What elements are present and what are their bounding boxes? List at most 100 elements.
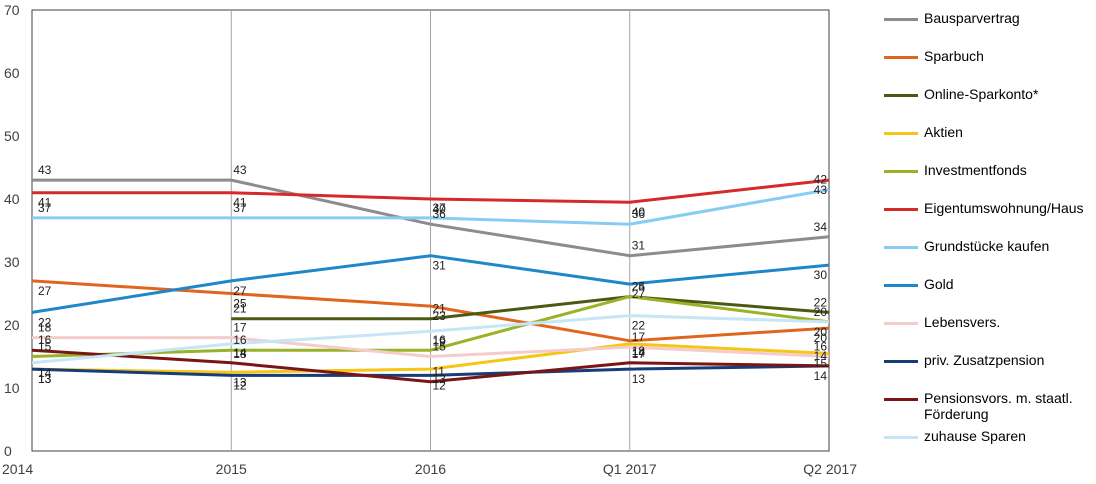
legend-label: Gold [924, 276, 954, 292]
data-label: 43 [233, 163, 247, 177]
legend-swatch [884, 56, 918, 59]
data-label: 24 [632, 280, 646, 294]
data-label: 37 [38, 201, 52, 215]
data-label: 13 [433, 372, 447, 386]
data-label: 17 [632, 347, 646, 361]
legend-label: Eigentumswohnung/Haus [924, 200, 1084, 216]
data-label: 41 [38, 196, 52, 210]
data-label: 40 [433, 202, 447, 216]
data-label: 42 [814, 173, 828, 187]
legend-swatch [884, 398, 918, 401]
x-tick-label: 2015 [216, 461, 247, 477]
legend-label: zuhause Sparen [924, 428, 1026, 444]
data-label: 22 [814, 295, 828, 309]
y-tick-label: 10 [4, 380, 20, 396]
legend-swatch [884, 436, 918, 439]
legend-item: Pensionsvors. m. staatl. Förderung [884, 384, 1096, 422]
y-tick-label: 70 [4, 2, 20, 18]
legend-item: Eigentumswohnung/Haus [884, 194, 1096, 232]
data-label: 17 [632, 330, 646, 344]
y-tick-label: 40 [4, 191, 20, 207]
y-tick-label: 0 [4, 443, 12, 459]
data-label: 43 [38, 163, 52, 177]
data-label: 14 [632, 346, 646, 360]
legend-swatch [884, 94, 918, 97]
data-label: 13 [632, 372, 646, 386]
data-label: 19 [433, 334, 447, 348]
series-line [31, 348, 830, 384]
legend-label: Lebensvers. [924, 314, 1001, 330]
data-label: 20 [814, 325, 828, 339]
data-label: 16 [814, 340, 828, 354]
data-label: 15 [814, 356, 828, 370]
series-line [31, 364, 830, 377]
data-label: 30 [814, 268, 828, 282]
data-label: 41 [233, 196, 247, 210]
y-tick-label: 20 [4, 317, 20, 333]
data-label: 20 [814, 305, 828, 319]
legend-item: Investmentfonds [884, 156, 1096, 194]
legend-item: Gold [884, 270, 1096, 308]
legend-item: Aktien [884, 118, 1096, 156]
data-label: 25 [233, 297, 247, 311]
series-line [31, 295, 830, 358]
series-line [32, 188, 830, 226]
x-tick-label: Q2 2017 [803, 461, 857, 477]
series-line [32, 178, 830, 258]
data-label: 16 [433, 333, 447, 347]
data-label: 18 [233, 347, 247, 361]
data-label: 21 [233, 302, 247, 316]
legend-swatch [884, 360, 918, 363]
legend-swatch [884, 246, 918, 249]
data-label: 14 [38, 366, 52, 380]
data-label: 14 [233, 346, 247, 360]
legend-item: Bausparvertrag [884, 4, 1096, 42]
legend-item: Online-Sparkonto* [884, 80, 1096, 118]
data-label: 14 [814, 369, 828, 383]
x-tick-label: Q1 2017 [603, 461, 657, 477]
series-line [31, 254, 830, 314]
data-label: 16 [233, 333, 247, 347]
y-tick-label: 30 [4, 254, 20, 270]
legend-label: Grundstücke kaufen [924, 238, 1050, 254]
data-label: 13 [233, 375, 247, 389]
legend-item: Lebensvers. [884, 308, 1096, 346]
legend-item: Sparbuch [884, 42, 1096, 80]
legend-item: priv. Zusatzpension [884, 346, 1096, 384]
data-label: 31 [632, 239, 646, 253]
legend-swatch [884, 322, 918, 325]
legend-label: Bausparvertrag [924, 10, 1020, 26]
series-line [31, 279, 830, 343]
legend-item: zuhause Sparen [884, 422, 1096, 460]
data-label: 20 [814, 331, 828, 345]
data-label: 40 [632, 205, 646, 219]
data-label: 13 [38, 372, 52, 386]
data-label: 37 [233, 201, 247, 215]
y-tick-label: 60 [4, 65, 20, 81]
data-label: 34 [814, 220, 828, 234]
data-label: 18 [38, 321, 52, 335]
legend-swatch [884, 170, 918, 173]
data-label: 27 [38, 284, 52, 298]
data-label: 22 [38, 315, 52, 329]
data-label: 12 [433, 378, 447, 392]
data-label: 11 [433, 365, 446, 379]
data-label: 16 [38, 333, 52, 347]
data-label: 15 [433, 340, 447, 354]
series-line [31, 314, 830, 365]
x-tick-label: 2014 [2, 461, 33, 477]
data-label: 36 [632, 207, 646, 221]
data-label: 13 [38, 372, 52, 386]
series-line [231, 295, 830, 321]
series-layer [31, 178, 830, 384]
legend-swatch [884, 18, 918, 21]
data-label: 27 [632, 287, 646, 301]
legend-label: priv. Zusatzpension [924, 352, 1045, 368]
legend-label: Pensionsvors. m. staatl. Förderung [924, 390, 1073, 422]
data-label: 27 [233, 284, 247, 298]
legend-swatch [884, 132, 918, 135]
legend-label: Aktien [924, 124, 963, 140]
data-label: 23 [433, 309, 447, 323]
